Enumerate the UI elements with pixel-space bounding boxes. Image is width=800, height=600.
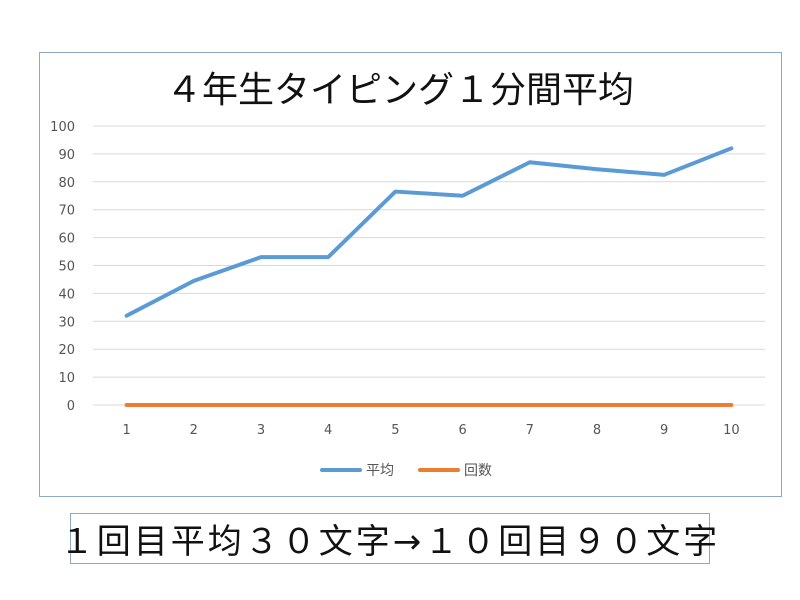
x-tick-label: 9 [660, 423, 668, 438]
x-tick-label: 10 [723, 423, 740, 438]
legend: 平均 回数 [320, 463, 492, 479]
y-axis-ticks: 0 10 20 30 40 50 60 70 80 90 100 [50, 120, 75, 414]
legend-label: 回数 [464, 463, 492, 479]
legend-label: 平均 [366, 463, 394, 479]
x-tick-label: 8 [593, 423, 601, 438]
x-tick-label: 6 [458, 423, 466, 438]
x-tick-label: 4 [324, 423, 332, 438]
gridlines [93, 125, 765, 406]
y-tick-label: 30 [58, 315, 75, 330]
y-tick-label: 50 [58, 260, 75, 275]
series-lines [124, 146, 734, 407]
caption-text: １回目平均３０文字→１０回目９０文字 [59, 522, 721, 562]
y-tick-label: 10 [58, 371, 75, 386]
y-tick-label: 90 [58, 148, 75, 163]
x-tick-label: 2 [190, 423, 198, 438]
x-tick-label: 5 [391, 423, 399, 438]
y-tick-label: 20 [58, 343, 75, 358]
x-axis-ticks: 1 2 3 4 5 6 7 8 9 10 [122, 423, 739, 438]
x-tick-label: 1 [122, 423, 130, 438]
y-tick-label: 0 [67, 399, 75, 414]
x-tick-label: 7 [526, 423, 534, 438]
y-tick-label: 60 [58, 232, 75, 247]
y-tick-label: 80 [58, 176, 75, 191]
x-tick-label: 3 [257, 423, 265, 438]
caption-box: １回目平均３０文字→１０回目９０文字 [60, 513, 717, 564]
y-tick-label: 70 [58, 204, 75, 219]
y-tick-label: 40 [58, 287, 75, 302]
y-tick-label: 100 [50, 120, 75, 135]
chart-title: ４年生タイピング１分間平均 [166, 70, 634, 111]
series-line-1 [124, 146, 734, 318]
